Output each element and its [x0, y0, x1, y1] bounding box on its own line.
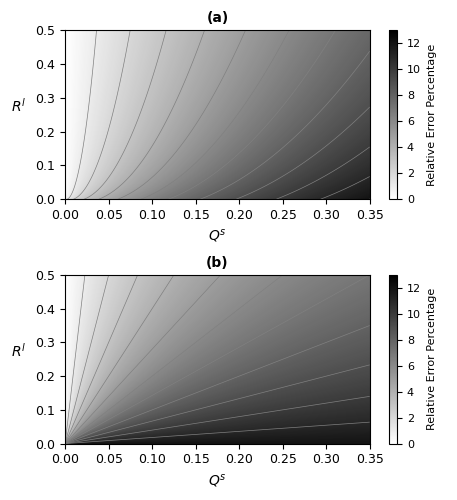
X-axis label: $Q^s$: $Q^s$	[208, 228, 227, 244]
X-axis label: $Q^s$: $Q^s$	[208, 472, 227, 489]
Y-axis label: Relative Error Percentage: Relative Error Percentage	[427, 44, 436, 186]
Y-axis label: $R^l$: $R^l$	[11, 342, 27, 359]
Title: (b): (b)	[206, 256, 229, 270]
Y-axis label: $R^l$: $R^l$	[11, 97, 27, 115]
Title: (a): (a)	[206, 11, 228, 25]
Y-axis label: Relative Error Percentage: Relative Error Percentage	[427, 288, 436, 430]
